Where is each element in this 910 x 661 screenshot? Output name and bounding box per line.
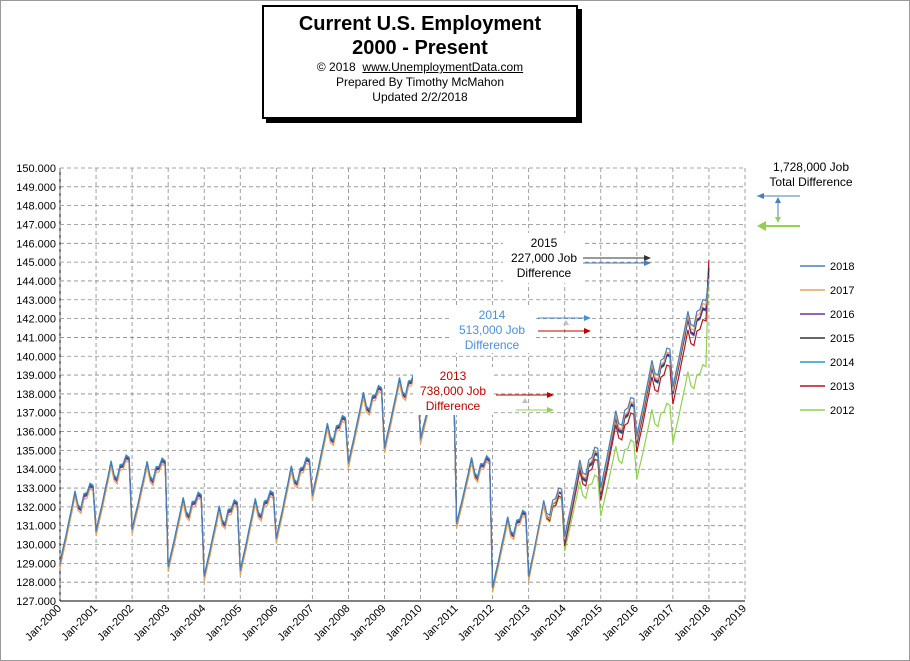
arrow-icon: [757, 193, 800, 231]
x-tick-label: Jan-2001: [59, 603, 100, 644]
source-link[interactable]: www.UnemploymentData.com: [362, 60, 524, 74]
x-tick-label: Jan-2004: [167, 603, 208, 644]
vertical-gridlines: [59, 168, 746, 601]
copyright-text: © 2018: [316, 60, 356, 74]
x-tick-label: Jan-2017: [636, 603, 677, 644]
annotation-total-line2: Total Difference: [769, 175, 852, 189]
x-tick-label: Jan-2018: [672, 603, 713, 644]
annotation-2015-line3: Difference: [517, 266, 572, 280]
y-tick-label: 130.000: [16, 540, 56, 552]
data-series: [59, 260, 710, 593]
y-tick-label: 148.000: [16, 201, 56, 213]
annotation-2013-line1: 2013: [440, 369, 467, 383]
x-tick-label: Jan-2019: [708, 603, 749, 644]
y-tick-label: 139.000: [16, 370, 56, 382]
x-tick-label: Jan-2012: [456, 603, 497, 644]
arrow-icon: [538, 315, 591, 334]
x-tick-label: Jan-2002: [95, 603, 136, 644]
annotation-2013: 2013 738,000 Job Difference: [413, 367, 554, 415]
annotation-total-line1: 1,728,000 Job: [773, 160, 849, 174]
annotation-2013-bg: [413, 367, 493, 415]
y-tick-label: 146.000: [16, 238, 56, 250]
y-tick-label: 128.000: [16, 577, 56, 589]
x-tick-label: Jan-2005: [203, 603, 244, 644]
y-tick-label: 143.000: [16, 295, 56, 307]
y-tick-label: 127.000: [16, 596, 56, 608]
y-tick-label: 141.000: [16, 332, 56, 344]
legend-label-2017: 2017: [830, 285, 854, 297]
annotation-2015-bg: [503, 233, 583, 283]
y-tick-label: 134.000: [16, 464, 56, 476]
legend: 2018 2017 2016 2015 2014 2013 2012: [800, 261, 854, 417]
legend-label-2012: 2012: [830, 405, 854, 417]
annotation-2015-line1: 2015: [531, 236, 558, 250]
y-tick-label: 138.000: [16, 389, 56, 401]
title-box: Current U.S. Employment 2000 - Present ©…: [262, 5, 578, 119]
y-tick-label: 132.000: [16, 502, 56, 514]
legend-label-2015: 2015: [830, 333, 854, 345]
y-tick-label: 147.000: [16, 219, 56, 231]
arrow-icon: [583, 255, 651, 266]
annotation-2014: 2014 513,000 Job Difference: [451, 305, 591, 353]
legend-label-2018: 2018: [830, 261, 854, 273]
x-tick-label: Jan-2015: [564, 603, 605, 644]
x-axis-tick-labels: Jan-2000Jan-2001Jan-2002Jan-2003Jan-2004…: [23, 603, 749, 644]
x-tick-label: Jan-2009: [348, 603, 389, 644]
chart-title: Current U.S. Employment: [298, 13, 542, 35]
copyright-line: © 2018 www.UnemploymentData.com: [264, 60, 576, 75]
x-tick-label: Jan-2010: [384, 603, 425, 644]
annotation-2013-line3: Difference: [426, 399, 481, 413]
x-tick-label: Jan-2013: [492, 603, 533, 644]
series-line-2018: [59, 280, 710, 588]
y-axis-tick-labels: 127.000 128.000 129.000 130.000 131.000 132.0…: [16, 163, 56, 608]
updated-date: Updated 2/2/2018: [372, 90, 468, 104]
legend-label-2016: 2016: [830, 309, 854, 321]
x-tick-label: Jan-2006: [240, 603, 281, 644]
x-tick-label: Jan-2007: [276, 603, 317, 644]
arrow-icon: [496, 392, 554, 413]
annotation-total: 1,728,000 Job Total Difference: [757, 160, 853, 231]
prepared-by: Prepared By Timothy McMahon: [335, 75, 505, 89]
y-tick-label: 149.000: [16, 182, 56, 194]
annotation-2014-bg: [451, 305, 536, 353]
x-tick-label: Jan-2003: [131, 603, 172, 644]
x-tick-label: Jan-2008: [312, 603, 353, 644]
y-tick-label: 133.000: [16, 483, 56, 495]
chart-subtitle: 2000 - Present: [352, 37, 488, 59]
annotation-2015-line2: 227,000 Job: [511, 251, 577, 265]
x-tick-label: Jan-2011: [420, 603, 460, 643]
y-tick-label: 140.000: [16, 351, 56, 363]
y-tick-label: 150.000: [16, 163, 56, 175]
annotation-2015: 2015 227,000 Job Difference: [503, 233, 651, 283]
y-tick-label: 144.000: [16, 276, 56, 288]
annotation-2014-line2: 513,000 Job: [459, 323, 525, 337]
annotation-2014-line1: 2014: [479, 308, 506, 322]
x-tick-label: Jan-2000: [23, 603, 64, 644]
x-tick-label: Jan-2016: [600, 603, 641, 644]
y-tick-label: 131.000: [16, 521, 56, 533]
x-tick-label: Jan-2014: [528, 603, 569, 644]
series-line-2017: [59, 279, 710, 593]
y-tick-label: 136.000: [16, 427, 56, 439]
y-tick-label: 137.000: [16, 408, 56, 420]
horizontal-gridlines: [59, 167, 745, 602]
annotation-2014-line3: Difference: [465, 338, 520, 352]
y-tick-label: 129.000: [16, 558, 56, 570]
annotation-2013-line2: 738,000 Job: [420, 384, 486, 398]
legend-label-2014: 2014: [830, 357, 854, 369]
y-tick-label: 142.000: [16, 314, 56, 326]
legend-label-2013: 2013: [830, 381, 854, 393]
y-tick-label: 145.000: [16, 257, 56, 269]
y-tick-label: 135.000: [16, 445, 56, 457]
